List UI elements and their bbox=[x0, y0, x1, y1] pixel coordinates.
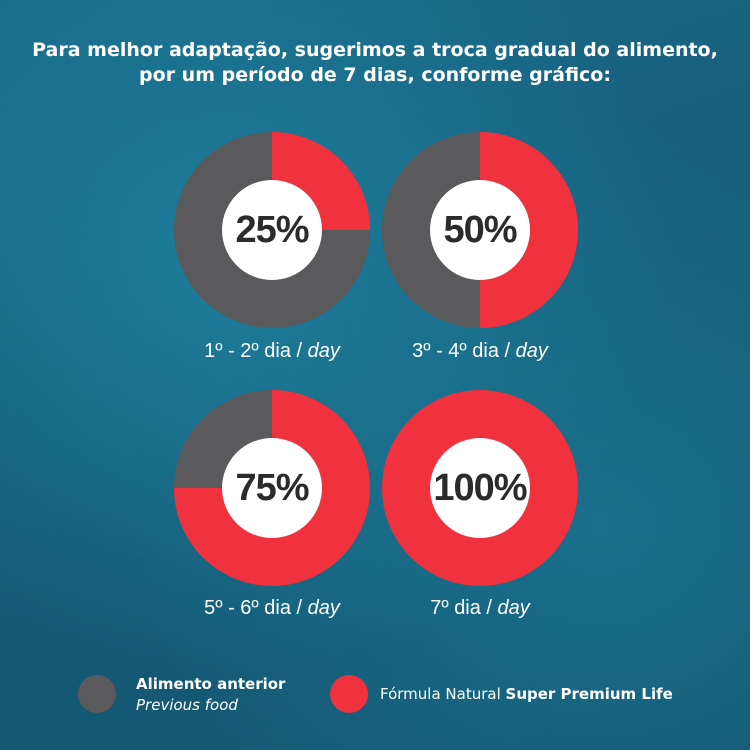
legend-item-previous: Alimento anterior Previous food bbox=[136, 674, 285, 716]
caption-main: 3º - 4º dia / bbox=[412, 340, 516, 362]
chart-title: Para melhor adaptação, sugerimos a troca… bbox=[0, 38, 750, 88]
caption-unit: day bbox=[307, 340, 340, 362]
donut-center bbox=[222, 180, 322, 280]
caption-day-1-2: 1º - 2º dia / day bbox=[152, 340, 392, 363]
donut-chart-day-3-4: 50% bbox=[380, 130, 580, 330]
percent-label: 50% bbox=[443, 208, 517, 251]
donut-chart-day-1-2: 25% bbox=[172, 130, 372, 330]
donut-svg-3 bbox=[174, 390, 370, 586]
donut-chart-day-7: 100% bbox=[380, 388, 580, 588]
caption-unit: day bbox=[307, 597, 340, 619]
donut-center bbox=[222, 438, 322, 538]
caption-day-3-4: 3º - 4º dia / day bbox=[360, 340, 600, 363]
legend-new-bold: Super Premium Life bbox=[505, 685, 673, 703]
donut-svg-4 bbox=[381, 390, 578, 586]
legend-new-prefix: Fórmula Natural bbox=[380, 685, 506, 703]
caption-main: 1º - 2º dia / bbox=[204, 340, 308, 362]
donut-svg-2 bbox=[382, 132, 578, 328]
percent-label: 25% bbox=[235, 208, 309, 251]
legend-item-new: Fórmula Natural Super Premium Life bbox=[380, 684, 673, 705]
caption-main: 7º dia / bbox=[430, 597, 498, 619]
title-line-1: Para melhor adaptação, sugerimos a troca… bbox=[32, 39, 718, 61]
caption-day-5-6: 5º - 6º dia / day bbox=[152, 597, 392, 620]
donut-svg-1 bbox=[174, 132, 370, 328]
caption-main: 5º - 6º dia / bbox=[204, 597, 308, 619]
donut-center bbox=[430, 438, 530, 538]
donut-center bbox=[430, 180, 530, 280]
donut-chart-day-5-6: 75% bbox=[172, 388, 372, 588]
legend-previous-title: Alimento anterior bbox=[136, 675, 286, 693]
caption-unit: day bbox=[497, 597, 530, 619]
percent-label: 75% bbox=[235, 466, 309, 509]
legend-swatch-previous bbox=[78, 675, 116, 713]
caption-unit: day bbox=[515, 340, 548, 362]
title-line-2: por um período de 7 dias, conforme gráfi… bbox=[139, 64, 611, 86]
legend-previous-subtitle: Previous food bbox=[136, 696, 238, 714]
caption-day-7: 7º dia / day bbox=[360, 597, 600, 620]
legend-swatch-new bbox=[330, 675, 368, 713]
percent-label: 100% bbox=[433, 466, 527, 509]
